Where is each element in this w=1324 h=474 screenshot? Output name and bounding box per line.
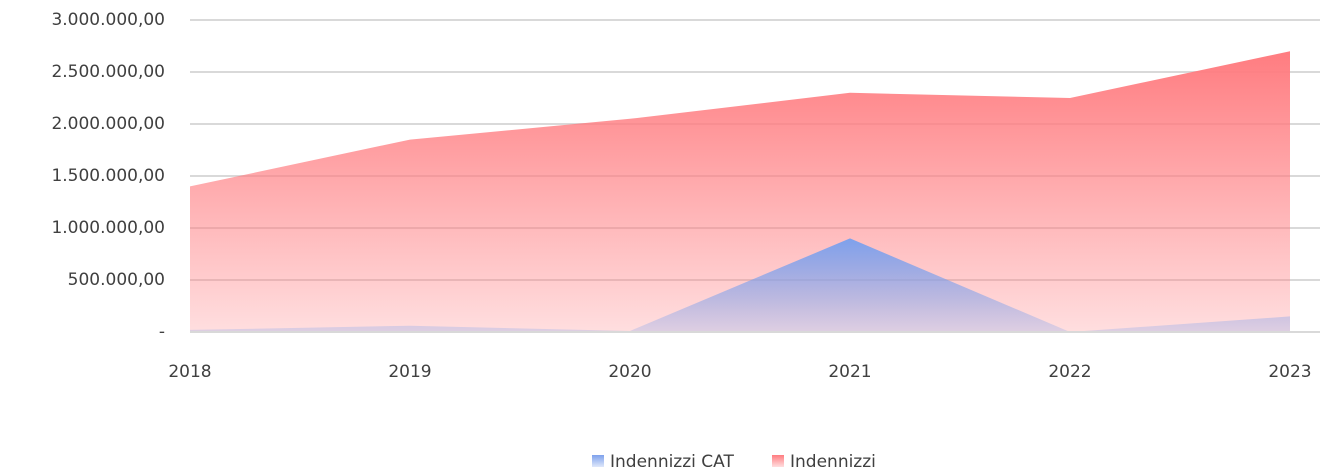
legend-label: Indennizzi CAT: [610, 452, 734, 472]
x-tick-label: 2020: [608, 362, 651, 382]
y-tick-label: 1.000.000,00: [51, 218, 165, 238]
y-tick-label: 500.000,00: [68, 270, 165, 290]
area: [190, 238, 1290, 332]
y-tick-label: 2.000.000,00: [51, 114, 165, 134]
x-tick-label: 2018: [168, 362, 211, 382]
y-tick-label: -: [159, 322, 165, 342]
x-tick-label: 2022: [1048, 362, 1091, 382]
area: [190, 51, 1290, 332]
legend-label: Indennizzi: [790, 452, 876, 472]
x-tick-label: 2023: [1268, 362, 1311, 382]
x-tick-label: 2021: [828, 362, 871, 382]
x-tick-label: 2019: [388, 362, 431, 382]
y-tick-label: 3.000.000,00: [51, 10, 165, 30]
legend-swatch: [592, 455, 604, 467]
legend-swatch: [772, 455, 784, 467]
y-tick-label: 1.500.000,00: [51, 166, 165, 186]
y-tick-label: 2.500.000,00: [51, 62, 165, 82]
